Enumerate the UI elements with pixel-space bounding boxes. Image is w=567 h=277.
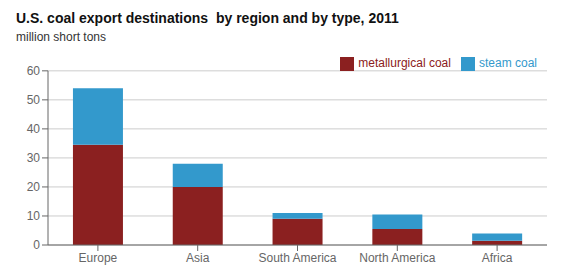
svg-text:Europe: Europe xyxy=(79,251,118,265)
html-text:steam coal: steam coal xyxy=(479,56,537,70)
svg-text:10: 10 xyxy=(27,209,41,223)
svg-text:Africa: Africa xyxy=(482,251,513,265)
svg-text:30: 30 xyxy=(27,151,41,165)
html-text:metallurgical coal: metallurgical coal xyxy=(358,56,451,70)
svg-text:Asia: Asia xyxy=(186,251,210,265)
html-text:U.S. coal export destinations: U.S. coal export destinations by region … xyxy=(16,10,399,26)
html-text:million short tons: million short tons xyxy=(16,30,106,44)
svg-text:0: 0 xyxy=(33,238,40,252)
svg-text:60: 60 xyxy=(27,64,41,78)
svg-text:20: 20 xyxy=(27,180,41,194)
svg-text:40: 40 xyxy=(27,122,41,136)
svg-text:North America: North America xyxy=(359,251,435,265)
svg-text:South America: South America xyxy=(258,251,336,265)
svg-text:50: 50 xyxy=(27,93,41,107)
